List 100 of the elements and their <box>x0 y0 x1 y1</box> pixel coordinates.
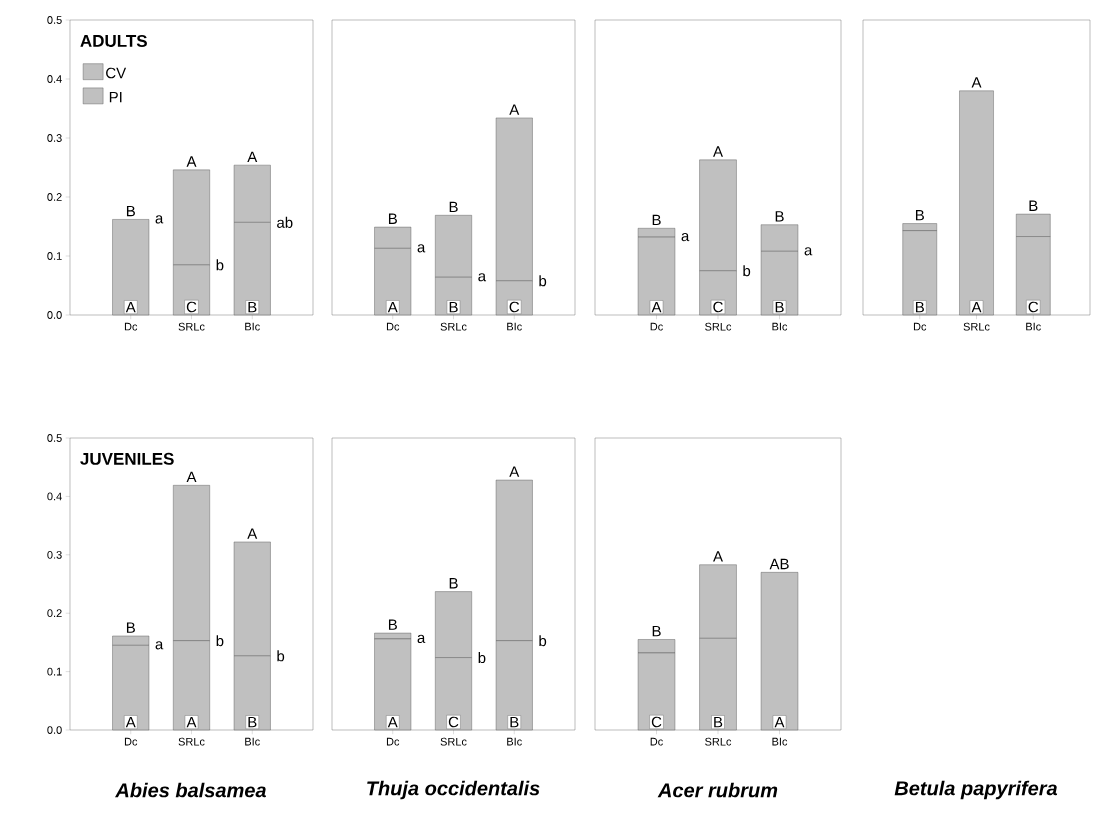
bar <box>112 219 150 316</box>
data-label: B <box>775 211 784 222</box>
data-label: A <box>509 466 520 477</box>
annotation: a <box>155 215 164 224</box>
data-label: A <box>186 471 197 483</box>
data-label: B <box>126 622 135 633</box>
annotation: b <box>743 265 751 277</box>
data-label: B <box>388 619 397 630</box>
y-tick-label: 0.3 <box>47 550 62 559</box>
y-tick-label: 0.0 <box>47 311 62 319</box>
data-label: C <box>448 716 459 728</box>
annotation: b <box>216 259 224 271</box>
annotation: a <box>417 634 426 644</box>
x-axis-title: Abies balsamea <box>115 782 266 798</box>
data-label: A <box>247 528 258 539</box>
data-label: A <box>247 151 258 162</box>
y-tick-label: 0.1 <box>47 252 62 260</box>
annotation: a <box>681 233 690 242</box>
data-label: B <box>248 301 257 313</box>
annotation: a <box>155 641 164 650</box>
text: JUVENILES <box>80 452 174 465</box>
x-tick-label: Dc <box>124 737 138 746</box>
annotation: ab <box>277 216 293 228</box>
x-tick-label: BIc <box>772 322 788 331</box>
x-tick-label: BIc <box>245 737 260 746</box>
x-tick-label: Dc <box>650 322 663 331</box>
data-label: B <box>388 213 397 224</box>
data-label: B <box>510 716 519 728</box>
data-label: A <box>509 104 520 115</box>
data-label: A <box>971 77 982 88</box>
annotation: b <box>539 275 547 287</box>
y-tick-label: 0.3 <box>47 134 62 142</box>
x-tick-label: BIc <box>507 322 522 331</box>
legend-label: CV <box>106 67 127 79</box>
x-tick-label: BIc <box>1026 322 1041 331</box>
data-label: A <box>125 301 136 313</box>
data-label: A <box>713 551 723 562</box>
x-tick-label: BIc <box>507 737 522 746</box>
data-label: C <box>651 716 662 728</box>
x-tick-label: SRLc <box>178 322 205 331</box>
data-label: C <box>186 301 197 313</box>
data-label: A <box>713 146 723 157</box>
x-tick-label: Dc <box>386 322 400 331</box>
bar <box>760 572 799 731</box>
y-tick-label: 0.0 <box>47 726 62 734</box>
x-tick-label: SRLc <box>705 737 732 746</box>
annotation: a <box>804 247 813 256</box>
annotation: b <box>277 650 285 662</box>
y-tick-label: 0.2 <box>47 609 62 618</box>
data-label: A <box>125 716 136 728</box>
data-label: A <box>971 301 982 313</box>
x-tick-label: SRLc <box>705 322 732 331</box>
data-label: B <box>915 210 924 221</box>
x-tick-label: BIc <box>245 322 260 331</box>
annotation: a <box>478 273 487 282</box>
y-tick-label: 0.5 <box>47 16 62 24</box>
x-tick-label: Dc <box>386 737 400 746</box>
data-label: AB <box>769 558 789 570</box>
y-tick-label: 0.2 <box>47 193 62 201</box>
data-label: B <box>652 625 661 637</box>
legend-label: PI <box>109 91 122 103</box>
x-tick-label: Dc <box>650 737 663 746</box>
data-label: B <box>449 578 458 589</box>
bar <box>959 90 994 316</box>
x-axis-title: Thuja occidentalis <box>367 780 540 800</box>
x-tick-label: BIc <box>772 737 788 746</box>
data-label: B <box>126 205 135 217</box>
annotation: b <box>216 635 224 647</box>
y-tick-label: 0.1 <box>47 667 62 676</box>
data-label: A <box>651 301 662 313</box>
x-tick-label: SRLc <box>963 322 990 331</box>
x-tick-label: SRLc <box>440 737 467 746</box>
annotation: a <box>417 244 426 253</box>
data-label: B <box>915 301 924 313</box>
data-label: B <box>714 716 723 728</box>
x-tick-label: SRLc <box>178 737 205 746</box>
data-label: A <box>186 156 197 167</box>
data-label: B <box>449 301 458 313</box>
data-label: B <box>248 716 257 728</box>
x-tick-label: Dc <box>124 322 138 331</box>
data-label: C <box>713 301 723 313</box>
data-label: C <box>509 301 520 313</box>
data-label: B <box>449 201 458 213</box>
data-label: A <box>387 716 398 728</box>
data-label: B <box>1029 200 1038 211</box>
annotation: b <box>539 635 547 647</box>
data-label: B <box>775 301 784 313</box>
x-tick-label: SRLc <box>440 322 467 331</box>
x-axis-title: Betula papyrifera <box>894 780 1058 800</box>
y-tick-label: 0.4 <box>47 75 62 83</box>
y-tick-label: 0.4 <box>47 492 62 501</box>
data-label: C <box>1028 301 1039 313</box>
text: ADULTS <box>80 34 147 47</box>
data-label: A <box>774 716 785 728</box>
x-tick-label: Dc <box>913 322 927 331</box>
y-tick-label: 0.5 <box>47 434 62 442</box>
annotation: b <box>478 652 486 664</box>
data-label: A <box>387 301 398 313</box>
data-label: A <box>186 716 197 728</box>
data-label: B <box>652 214 661 226</box>
